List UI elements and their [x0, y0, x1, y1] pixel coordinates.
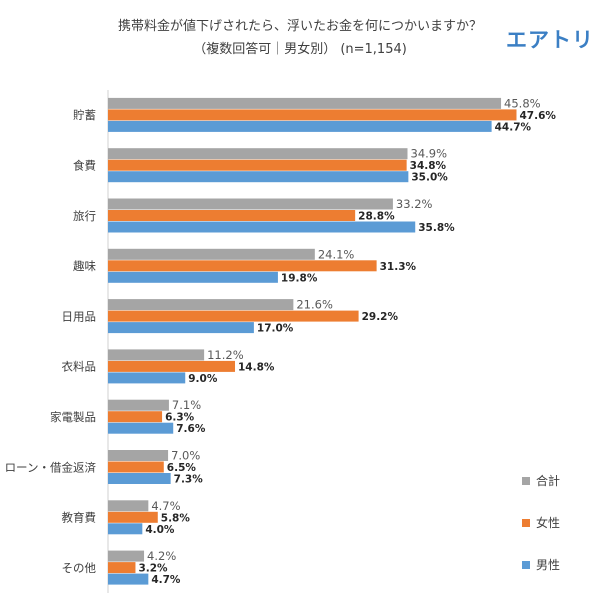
data-label: 7.6% [176, 423, 206, 435]
chart-title: 携帯料金が値下げされたら、浮いたお金を何につかいますか？ [117, 19, 482, 34]
data-label: 7.3% [174, 474, 204, 486]
data-label: 31.3% [380, 261, 417, 273]
brand-logo: エアトリ [506, 28, 594, 52]
bar-女性 [108, 109, 517, 121]
data-label: 7.1% [172, 398, 201, 412]
data-label: 35.8% [418, 222, 455, 234]
bar-男性 [108, 120, 492, 132]
category-label: その他 [62, 561, 97, 575]
category-label: 食費 [73, 158, 96, 172]
bar-女性 [108, 260, 377, 272]
data-label: 19.8% [281, 272, 318, 284]
bar-男性 [108, 372, 186, 384]
data-label: 35.0% [411, 172, 448, 184]
data-label: 4.2% [147, 549, 176, 563]
bar-合計 [108, 450, 169, 461]
bar-女性 [108, 159, 407, 171]
legend-swatch [522, 519, 530, 527]
category-label: 日用品 [62, 309, 97, 323]
data-label: 44.7% [495, 121, 532, 133]
category-label: 衣料品 [62, 360, 97, 374]
bar-合計 [108, 97, 502, 109]
data-label: 14.8% [238, 361, 275, 373]
bar-男性 [108, 171, 409, 183]
chart-subtitle: （複数回答可｜男女別） (n=1,154) [193, 42, 407, 57]
bar-女性 [108, 411, 163, 423]
data-label: 24.1% [318, 247, 355, 261]
category-label: 旅行 [73, 209, 96, 223]
data-label: 4.0% [145, 524, 175, 536]
data-label: 28.8% [358, 211, 395, 223]
legend-swatch [522, 561, 530, 569]
data-label: 5.8% [161, 512, 191, 524]
bar-合計 [108, 550, 145, 562]
data-label: 7.0% [171, 449, 200, 463]
bar-男性 [108, 221, 416, 233]
legend-label: 女性 [536, 515, 560, 530]
bar-女性 [108, 562, 136, 574]
data-label: 4.7% [151, 574, 181, 586]
bar-合計 [108, 198, 393, 210]
bar-合計 [108, 248, 315, 260]
bar-合計 [108, 299, 294, 311]
data-label: 47.6% [519, 110, 556, 122]
bar-合計 [108, 399, 169, 411]
category-label: 家電製品 [50, 410, 96, 424]
data-label: 29.2% [362, 311, 399, 323]
bar-男性 [108, 473, 171, 484]
legend-swatch [522, 477, 530, 485]
bar-女性 [108, 511, 158, 523]
legend-label: 合計 [536, 473, 560, 488]
bar-合計 [108, 148, 408, 160]
bar-女性 [108, 461, 164, 473]
category-label: ローン・借金返済 [5, 460, 97, 474]
bar-男性 [108, 271, 278, 283]
bar-男性 [108, 422, 174, 434]
data-label: 3.2% [138, 563, 168, 575]
data-label: 45.8% [504, 96, 541, 110]
data-label: 9.0% [188, 373, 218, 385]
data-label: 33.2% [396, 197, 433, 211]
data-label: 21.6% [296, 298, 333, 312]
data-label: 34.8% [410, 160, 447, 172]
category-label: 趣味 [73, 259, 96, 273]
bar-合計 [108, 349, 205, 361]
bar-女性 [108, 310, 359, 322]
data-label: 34.9% [411, 147, 448, 161]
data-label: 6.5% [167, 462, 197, 474]
category-label: 教育費 [62, 511, 97, 525]
bar-女性 [108, 360, 236, 372]
data-label: 11.2% [207, 348, 244, 362]
data-label: 6.3% [165, 412, 195, 424]
bar-合計 [108, 500, 149, 512]
bar-男性 [108, 523, 143, 535]
legend-label: 男性 [536, 558, 560, 572]
bar-男性 [108, 322, 254, 334]
data-label: 4.7% [151, 499, 180, 513]
category-label: 貯蓄 [73, 108, 96, 122]
data-label: 17.0% [257, 323, 294, 335]
bar-男性 [108, 573, 149, 585]
bar-女性 [108, 210, 356, 221]
